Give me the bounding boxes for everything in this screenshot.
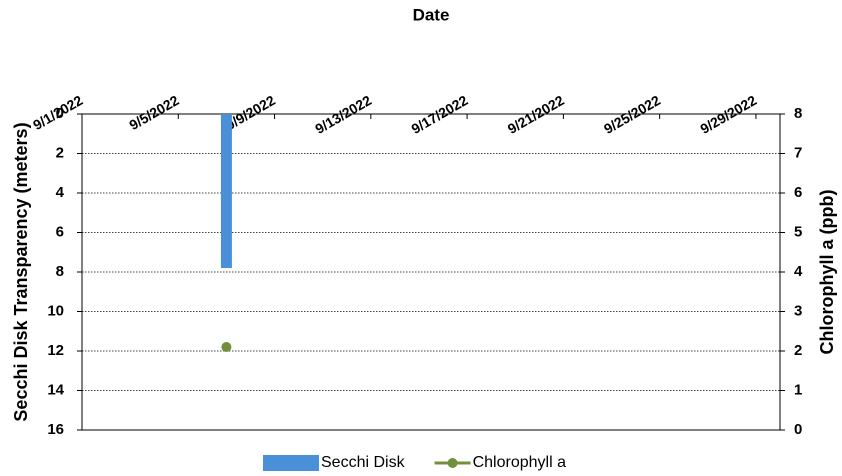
y2-tick-label: 2 <box>794 342 802 359</box>
legend-label: Secchi Disk <box>321 454 406 471</box>
y-axis-label: Secchi Disk Transparency (meters) <box>11 122 31 421</box>
y-tick-label: 6 <box>56 223 64 240</box>
x-tick-label: 9/1/2022 <box>30 92 85 133</box>
y2-tick-label: 6 <box>794 184 802 201</box>
bar <box>220 114 232 269</box>
x-axis-label: Date <box>413 5 450 24</box>
y-tick-label: 10 <box>47 302 64 319</box>
y-tick-label: 16 <box>47 421 64 438</box>
y2-tick-label: 8 <box>794 105 802 122</box>
y2-tick-label: 0 <box>794 421 802 438</box>
legend-label: Chlorophyll a <box>473 454 566 471</box>
x-tick-label: 9/5/2022 <box>126 92 181 133</box>
y2-tick-label: 5 <box>794 223 802 240</box>
y-tick-label: 8 <box>56 263 64 280</box>
y2-tick-label: 4 <box>794 263 803 280</box>
plot-frame <box>81 113 781 431</box>
legend-swatch <box>263 455 319 471</box>
y-tick-label: 0 <box>56 105 64 122</box>
y2-axis-label: Chlorophyll a (ppb) <box>817 190 837 355</box>
y2-tick-label: 3 <box>794 302 802 319</box>
y-tick-label: 4 <box>56 184 65 201</box>
y2-tick-label: 7 <box>794 144 802 161</box>
y2-tick-label: 1 <box>794 381 802 398</box>
y-tick-label: 2 <box>56 144 64 161</box>
y-tick-label: 12 <box>47 342 64 359</box>
line-point <box>221 342 232 353</box>
legend-swatch <box>447 458 458 468</box>
y-tick-label: 14 <box>47 381 64 398</box>
